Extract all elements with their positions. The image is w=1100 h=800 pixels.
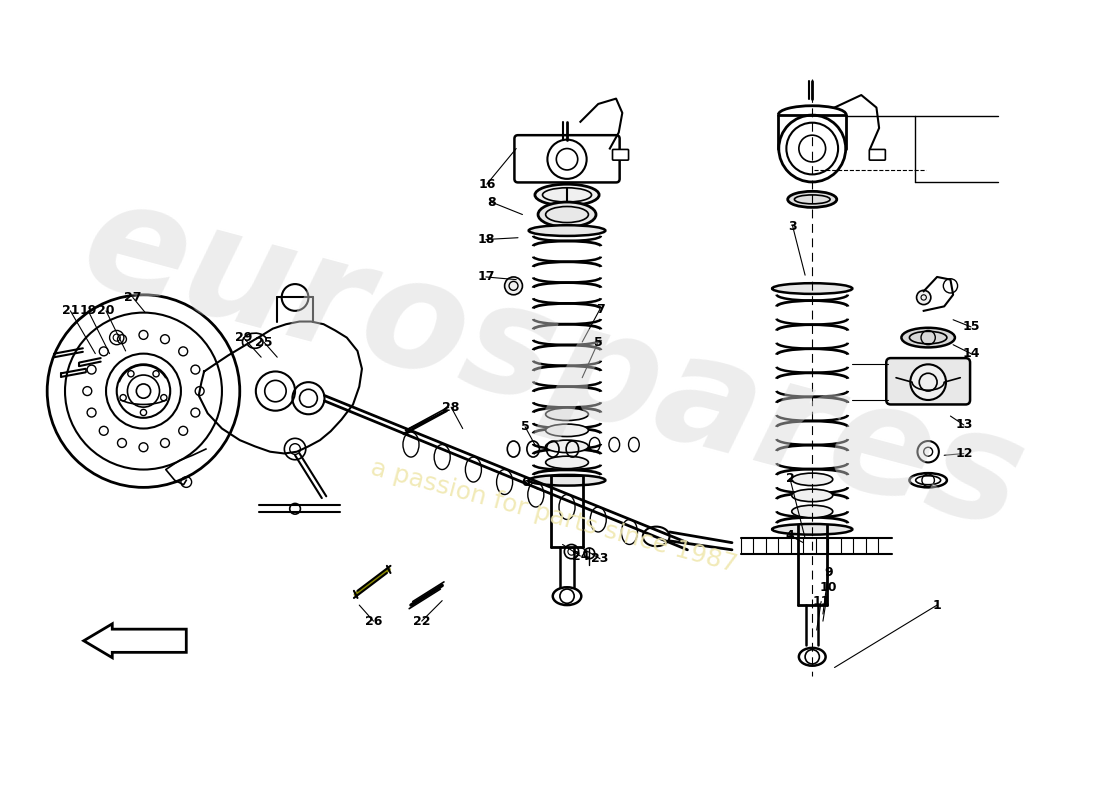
Text: 15: 15 (962, 320, 980, 334)
Text: 10: 10 (820, 581, 837, 594)
Text: 29: 29 (234, 331, 252, 344)
Text: 17: 17 (477, 270, 495, 283)
Text: 9: 9 (824, 566, 833, 579)
Text: 13: 13 (955, 418, 972, 431)
Text: 4: 4 (785, 529, 794, 542)
Text: 25: 25 (255, 335, 273, 349)
Text: 27: 27 (124, 291, 142, 304)
Ellipse shape (792, 473, 833, 486)
Text: 16: 16 (478, 178, 495, 190)
Ellipse shape (529, 475, 605, 486)
Text: eurospares: eurospares (68, 167, 1040, 562)
Text: 7: 7 (595, 302, 604, 315)
Ellipse shape (529, 226, 605, 236)
Circle shape (505, 277, 522, 294)
Text: 2: 2 (785, 472, 794, 485)
Text: 5: 5 (520, 420, 529, 434)
Ellipse shape (546, 456, 589, 469)
Text: 26: 26 (365, 614, 382, 628)
Text: 11: 11 (813, 595, 829, 608)
Circle shape (917, 441, 939, 462)
Ellipse shape (792, 489, 833, 502)
Ellipse shape (779, 115, 846, 182)
Text: 19: 19 (79, 304, 97, 318)
FancyBboxPatch shape (613, 150, 628, 160)
Text: 1: 1 (933, 598, 942, 611)
Ellipse shape (546, 408, 589, 421)
FancyBboxPatch shape (515, 135, 619, 182)
Text: 3: 3 (789, 220, 796, 233)
Text: 21: 21 (62, 304, 79, 318)
FancyBboxPatch shape (887, 358, 970, 405)
Ellipse shape (535, 184, 600, 206)
Ellipse shape (910, 473, 947, 487)
Text: 28: 28 (442, 401, 460, 414)
Text: 8: 8 (487, 195, 495, 209)
Ellipse shape (538, 202, 596, 227)
Text: 5: 5 (594, 335, 603, 349)
Ellipse shape (788, 191, 837, 207)
Text: 20: 20 (97, 304, 114, 318)
FancyArrow shape (84, 624, 186, 658)
Ellipse shape (772, 524, 852, 534)
Text: a passion for parts since 1987: a passion for parts since 1987 (367, 455, 739, 577)
Ellipse shape (792, 506, 833, 518)
Text: 24: 24 (572, 550, 590, 562)
Ellipse shape (772, 283, 852, 294)
Circle shape (916, 290, 931, 305)
FancyBboxPatch shape (869, 150, 886, 160)
Text: 23: 23 (592, 552, 608, 566)
Text: 22: 22 (412, 614, 430, 628)
Ellipse shape (901, 328, 955, 347)
Text: 6: 6 (520, 475, 529, 489)
Ellipse shape (546, 424, 589, 437)
Ellipse shape (546, 440, 589, 453)
Circle shape (911, 364, 946, 400)
Text: 12: 12 (955, 447, 972, 460)
Text: 14: 14 (962, 347, 980, 360)
Text: 18: 18 (477, 233, 495, 246)
